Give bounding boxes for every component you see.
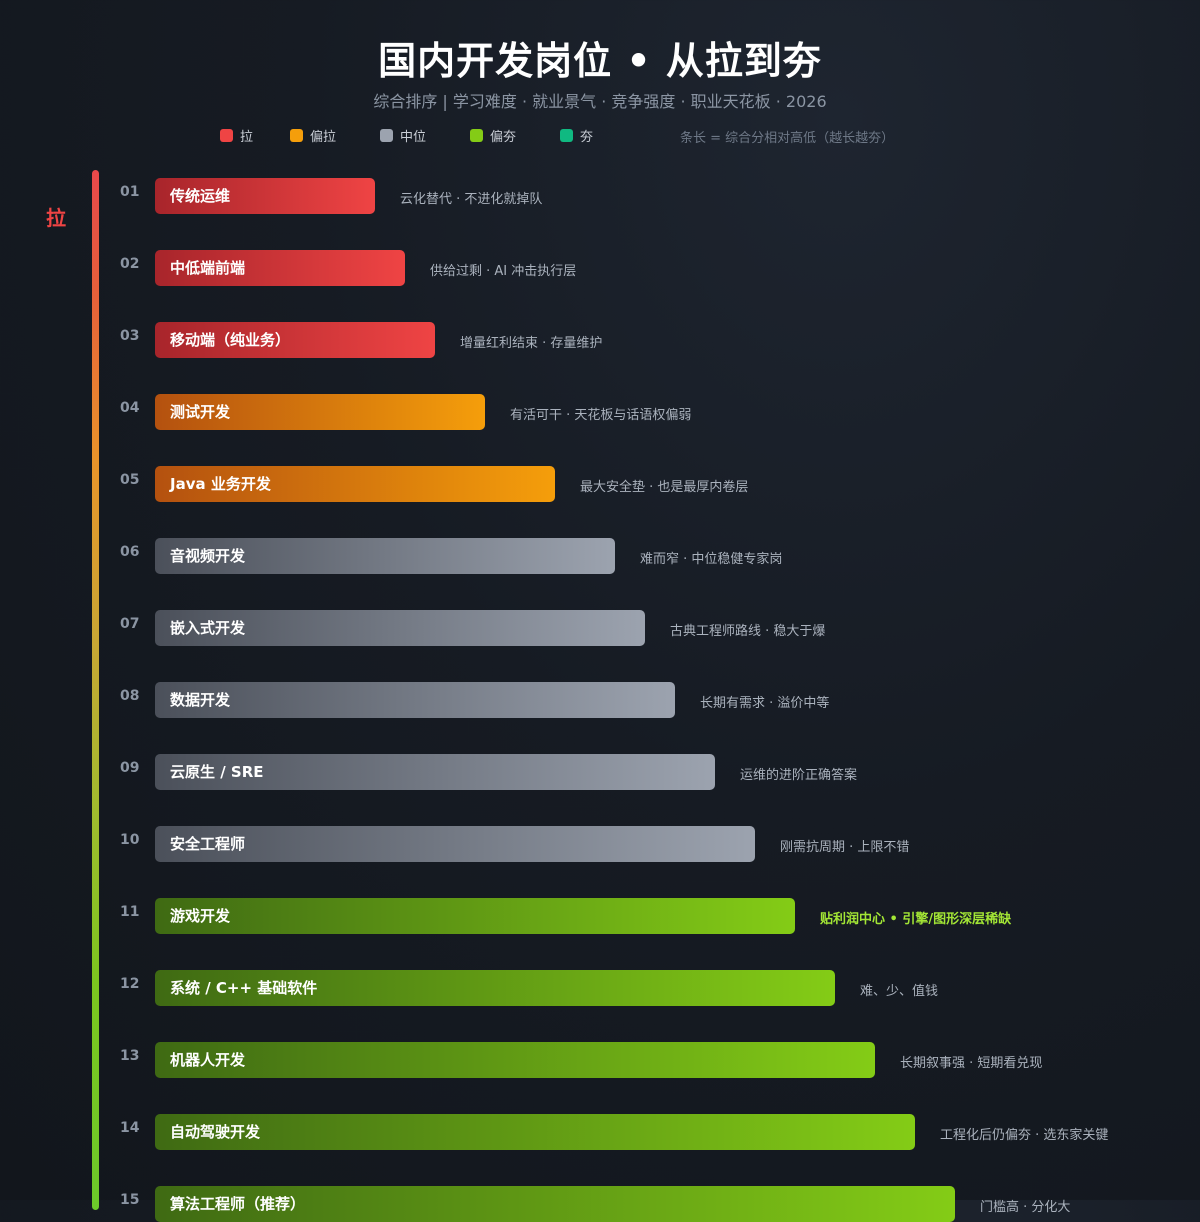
- legend-note: 条长 = 综合分相对高低（越长越夯）: [680, 131, 895, 146]
- bar: 传统运维: [155, 178, 375, 214]
- chart-row: 05 Java 业务开发 最大安全垫 · 也是最厚内卷层: [0, 466, 1200, 502]
- page-title: 国内开发岗位 • 从拉到夯: [378, 39, 822, 83]
- bar-note: 难、少、值钱: [860, 984, 939, 999]
- bar: 安全工程师: [155, 826, 755, 862]
- bar: 系统 / C++ 基础软件: [155, 970, 835, 1006]
- bar: 嵌入式开发: [155, 610, 645, 646]
- rank-label: 03: [120, 328, 140, 344]
- bar: 机器人开发: [155, 1042, 875, 1078]
- legend-item-pianhang: 偏夯: [470, 126, 516, 145]
- legend-swatch-zhongwei: [380, 129, 393, 142]
- chart-row: 15 算法工程师（推荐） 门槛高 · 分化大: [0, 1186, 1200, 1222]
- legend-label-hang: 夯: [580, 130, 594, 145]
- rank-label: 04: [120, 400, 140, 416]
- legend-swatch-pianla: [290, 129, 303, 142]
- chart-row: 04 测试开发 有活可干 · 天花板与话语权偏弱: [0, 394, 1200, 430]
- rank-label: 09: [120, 760, 140, 776]
- rank-label: 10: [120, 832, 140, 848]
- chart-row: 01 传统运维 云化替代 · 不进化就掉队: [0, 178, 1200, 214]
- tier-label-la: 拉: [46, 206, 66, 230]
- chart-row: 13 机器人开发 长期叙事强 · 短期看兑现: [0, 1042, 1200, 1078]
- chart-row: 02 中低端前端 供给过剩 · AI 冲击执行层: [0, 250, 1200, 286]
- bar-note: 难而窄 · 中位稳健专家岗: [640, 552, 783, 567]
- legend-item-la: 拉: [220, 126, 253, 145]
- bar: 云原生 / SRE: [155, 754, 715, 790]
- page-subtitle: 综合排序 | 学习难度 · 就业景气 · 竞争强度 · 职业天花板 · 2026: [373, 92, 827, 111]
- chart-row: 03 移动端（纯业务） 增量红利结束 · 存量维护: [0, 322, 1200, 358]
- bar-note: 刚需抗周期 · 上限不错: [780, 840, 910, 855]
- rank-label: 01: [120, 184, 140, 200]
- chart-row: 10 安全工程师 刚需抗周期 · 上限不错: [0, 826, 1200, 862]
- legend-swatch-pianhang: [470, 129, 483, 142]
- bar: 游戏开发: [155, 898, 795, 934]
- chart-row: 11 游戏开发 贴利润中心 • 引擎/图形深层稀缺: [0, 898, 1200, 934]
- rank-label: 12: [120, 976, 140, 992]
- rank-label: 13: [120, 1048, 140, 1064]
- legend: 拉 偏拉 中位 偏夯 夯 条长 = 综合分相对高低（越长越夯）: [220, 126, 980, 146]
- rank-label: 11: [120, 904, 140, 920]
- rank-label: 05: [120, 472, 140, 488]
- bar-note: 门槛高 · 分化大: [980, 1200, 1071, 1215]
- bar-note: 贴利润中心 • 引擎/图形深层稀缺: [820, 912, 1012, 927]
- rank-label: 06: [120, 544, 140, 560]
- bar-note: 工程化后仍偏夯 · 选东家关键: [940, 1128, 1109, 1143]
- bar: 算法工程师（推荐）: [155, 1186, 955, 1222]
- bar-note: 云化替代 · 不进化就掉队: [400, 192, 543, 207]
- rank-label: 02: [120, 256, 140, 272]
- bar-note: 长期叙事强 · 短期看兑现: [900, 1056, 1043, 1071]
- bar-note: 有活可干 · 天花板与话语权偏弱: [510, 408, 692, 423]
- rank-label: 15: [120, 1192, 140, 1208]
- chart-row: 06 音视频开发 难而窄 · 中位稳健专家岗: [0, 538, 1200, 574]
- bar: 数据开发: [155, 682, 675, 718]
- chart-row: 09 云原生 / SRE 运维的进阶正确答案: [0, 754, 1200, 790]
- legend-swatch-la: [220, 129, 233, 142]
- chart-row: 07 嵌入式开发 古典工程师路线 · 稳大于爆: [0, 610, 1200, 646]
- bar-note: 古典工程师路线 · 稳大于爆: [670, 624, 826, 639]
- bar: 自动驾驶开发: [155, 1114, 915, 1150]
- rank-label: 07: [120, 616, 140, 632]
- chart-row: 14 自动驾驶开发 工程化后仍偏夯 · 选东家关键: [0, 1114, 1200, 1150]
- legend-item-zhongwei: 中位: [380, 126, 426, 145]
- rank-label: 14: [120, 1120, 140, 1136]
- bar-note: 供给过剩 · AI 冲击执行层: [430, 264, 577, 279]
- bar: Java 业务开发: [155, 466, 555, 502]
- legend-item-pianla: 偏拉: [290, 126, 336, 145]
- legend-label-zhongwei: 中位: [400, 130, 427, 145]
- bar: 音视频开发: [155, 538, 615, 574]
- bar: 中低端前端: [155, 250, 405, 286]
- bar-note: 最大安全垫 · 也是最厚内卷层: [580, 480, 749, 495]
- legend-item-hang: 夯: [560, 126, 593, 145]
- legend-label-la: 拉: [240, 130, 254, 145]
- chart-row: 08 数据开发 长期有需求 · 溢价中等: [0, 682, 1200, 718]
- bar-note: 长期有需求 · 溢价中等: [700, 696, 830, 711]
- tier-rail: [92, 170, 99, 1210]
- rank-label: 08: [120, 688, 140, 704]
- bar-note: 运维的进阶正确答案: [740, 768, 858, 783]
- bar: 测试开发: [155, 394, 485, 430]
- bar: 移动端（纯业务）: [155, 322, 435, 358]
- legend-label-pianla: 偏拉: [310, 130, 337, 145]
- chart-row: 12 系统 / C++ 基础软件 难、少、值钱: [0, 970, 1200, 1006]
- bar-note: 增量红利结束 · 存量维护: [460, 336, 603, 351]
- legend-swatch-hang: [560, 129, 573, 142]
- legend-label-pianhang: 偏夯: [490, 130, 517, 145]
